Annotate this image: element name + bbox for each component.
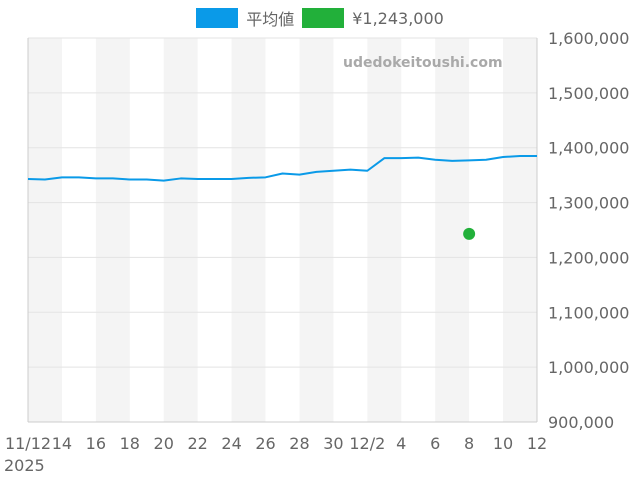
y-tick-label: 1,500,000: [548, 84, 629, 103]
legend-label-price: ¥1,243,000: [352, 8, 444, 28]
series-line-average: [27, 154, 537, 182]
x-tick-label: 10: [493, 434, 513, 453]
y-tick-label: 1,200,000: [548, 248, 629, 267]
grid-lines: [28, 37, 537, 423]
x-tick-label: 6: [430, 434, 440, 453]
x-tick-label: 12/2: [349, 434, 385, 453]
x-tick-label: 4: [396, 434, 406, 453]
shaded-band: [299, 38, 334, 422]
legend-label-average: 平均値: [246, 10, 295, 29]
y-tick-labels: 900,000 1,000,000 1,100,000 1,200,000 1,300,…: [548, 29, 629, 432]
y-tick-label: 1,300,000: [548, 194, 629, 213]
shaded-band: [503, 38, 537, 422]
shaded-band: [163, 38, 198, 422]
x-tick-label: 28: [289, 434, 309, 453]
price-point: [463, 227, 476, 240]
x-tick-label: 20: [154, 434, 174, 453]
x-tick-labels: 11/12 14 16 18 20 22 24 26 28 30 12/2 4 6 8 10 12: [5, 434, 547, 453]
y-tick-label: 1,600,000: [548, 29, 629, 48]
x-tick-label: 8: [464, 434, 474, 453]
watermark: udedokeitoushi.com: [343, 55, 503, 71]
x-axis-year-label: 2025: [4, 456, 45, 475]
y-tick-label: 1,000,000: [548, 358, 629, 377]
x-tick-label: 11/12: [5, 434, 51, 453]
x-tick-label: 16: [86, 434, 106, 453]
y-tick-label: 1,400,000: [548, 139, 629, 158]
x-tick-label: 30: [323, 434, 343, 453]
axes: [27, 38, 538, 423]
legend-item-average[interactable]: 平均値: [196, 6, 294, 30]
y-tick-label: 900,000: [548, 413, 614, 432]
y-tick-label: 1,100,000: [548, 303, 629, 322]
x-tick-label: 24: [221, 434, 241, 453]
legend-swatch-average: [196, 8, 239, 28]
legend-item-price[interactable]: ¥1,243,000: [302, 8, 444, 28]
x-tick-label: 14: [52, 434, 72, 453]
alternating-bands: [28, 38, 537, 422]
shaded-band: [28, 38, 62, 422]
legend-swatch-price: [302, 8, 345, 28]
shaded-band: [231, 38, 266, 422]
legend: 平均値 ¥1,243,000: [0, 6, 640, 30]
x-tick-label: 22: [187, 434, 207, 453]
shaded-band: [435, 38, 470, 422]
series-layer: [27, 154, 537, 240]
x-tick-label: 18: [120, 434, 140, 453]
x-tick-label: 12: [527, 434, 547, 453]
x-tick-label: 26: [255, 434, 275, 453]
shaded-band: [367, 38, 402, 422]
shaded-band: [95, 38, 130, 422]
